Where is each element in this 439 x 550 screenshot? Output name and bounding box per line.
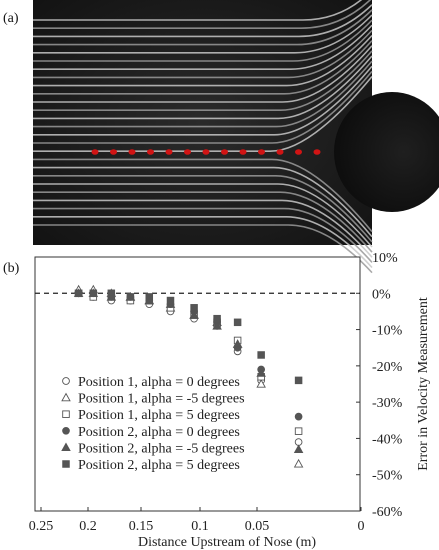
streamline — [33, 175, 373, 243]
velocity-marker — [258, 149, 265, 155]
legend-marker — [62, 377, 70, 385]
velocity-marker — [184, 149, 191, 155]
x-tick-label: 0.25 — [29, 519, 54, 534]
x-tick-label: 0 — [358, 519, 365, 534]
streamlines — [33, 0, 373, 274]
y-tick-label: -30% — [372, 396, 403, 411]
velocity-marker — [313, 149, 321, 155]
x-tick-label: 0.2 — [79, 519, 97, 534]
y-tick-label: -10% — [372, 324, 403, 339]
x-tick-label: 0.15 — [129, 519, 154, 534]
streamline — [33, 224, 373, 274]
data-point — [190, 304, 198, 312]
streamline — [33, 158, 373, 233]
data-point — [166, 296, 175, 305]
data-point — [256, 368, 266, 377]
legend-marker — [62, 460, 70, 468]
y-axis-label: Error in Velocity Measurement — [416, 297, 431, 471]
data-point — [126, 293, 135, 301]
streamline — [33, 14, 373, 54]
y-tick-label: -40% — [372, 432, 403, 447]
velocity-marker — [165, 149, 173, 155]
y-tick-label: 0% — [372, 287, 391, 302]
streamline — [33, 65, 373, 136]
streamline — [33, 29, 373, 79]
y-tick-label: -20% — [372, 360, 403, 375]
velocity-marker — [295, 149, 302, 155]
x-tick-label: 0.1 — [191, 519, 209, 534]
legend-entry: Position 2, alpha = 0 degrees — [78, 425, 240, 440]
streamline — [33, 55, 373, 120]
scatter-chart: 10% 0% -10% -20% -30% -40% -50% -60% 0.25 0.2 0.15… — [29, 251, 403, 534]
streamline — [33, 70, 373, 144]
streamline — [33, 9, 373, 46]
data-point — [213, 314, 221, 323]
velocity-marker — [147, 149, 154, 155]
streamline — [33, 60, 373, 128]
data-point — [145, 293, 154, 301]
legend-entry: Position 1, alpha = 0 degrees — [78, 375, 240, 390]
streamline — [33, 75, 373, 152]
photo-background — [33, 0, 372, 245]
data-point — [232, 339, 243, 348]
data-point — [293, 444, 304, 453]
x-tick-label: 0.05 — [245, 519, 270, 534]
data-point — [293, 458, 304, 468]
legend-entry: Position 2, alpha = -5 degrees — [78, 441, 245, 456]
model-nose-body — [334, 92, 439, 212]
legend-entry: Position 2, alpha = 5 degrees — [78, 458, 240, 473]
legend: Position 1, alpha = 0 degrees Position 1,… — [61, 375, 245, 473]
streamline — [33, 216, 373, 269]
plot-frame — [34, 256, 361, 512]
streamline — [33, 199, 373, 258]
streamline — [33, 50, 373, 111]
legend-entry: Position 1, alpha = 5 degrees — [78, 408, 240, 423]
data-point — [257, 351, 265, 359]
y-tick-label: 10% — [372, 251, 398, 266]
velocity-marker — [110, 149, 117, 155]
y-tick-label: -60% — [372, 505, 403, 520]
streamline — [33, 207, 373, 263]
streamline — [33, 183, 373, 248]
velocity-marker — [202, 149, 210, 155]
legend-marker — [61, 392, 71, 402]
panel-a-label: (a) — [3, 11, 19, 26]
legend-entry: Position 1, alpha = -5 degrees — [78, 392, 245, 407]
velocity-marker — [221, 149, 228, 155]
streamline — [33, 0, 372, 29]
data-point — [107, 289, 116, 298]
data-point — [189, 310, 199, 319]
data-point — [74, 289, 83, 298]
streamline — [33, 34, 373, 87]
streamline — [33, 24, 373, 70]
data-point — [256, 379, 266, 388]
velocity-marker — [239, 149, 247, 155]
velocity-marker — [276, 149, 284, 155]
data-point — [294, 412, 303, 421]
data-point — [89, 289, 98, 298]
x-axis-label: Distance Upstream of Nose (m) — [138, 535, 316, 550]
streamline — [33, 40, 373, 95]
panel-b-label: (b) — [3, 261, 20, 276]
streamline — [33, 4, 373, 38]
data-point — [294, 427, 303, 435]
streamline — [33, 45, 373, 103]
data-point — [212, 321, 222, 330]
streamline — [33, 19, 373, 62]
velocity-marker — [91, 149, 99, 155]
data-point — [233, 318, 242, 327]
streamline — [33, 0, 363, 21]
streamline — [33, 166, 373, 238]
legend-marker — [62, 410, 70, 418]
data-point — [294, 376, 303, 385]
y-tick-label: -50% — [372, 469, 403, 484]
legend-marker — [62, 426, 70, 435]
velocity-marker — [128, 149, 136, 155]
velocity-markers — [91, 149, 321, 155]
streamline — [33, 191, 373, 253]
legend-marker — [61, 442, 71, 452]
streamline-photo — [33, 0, 439, 274]
